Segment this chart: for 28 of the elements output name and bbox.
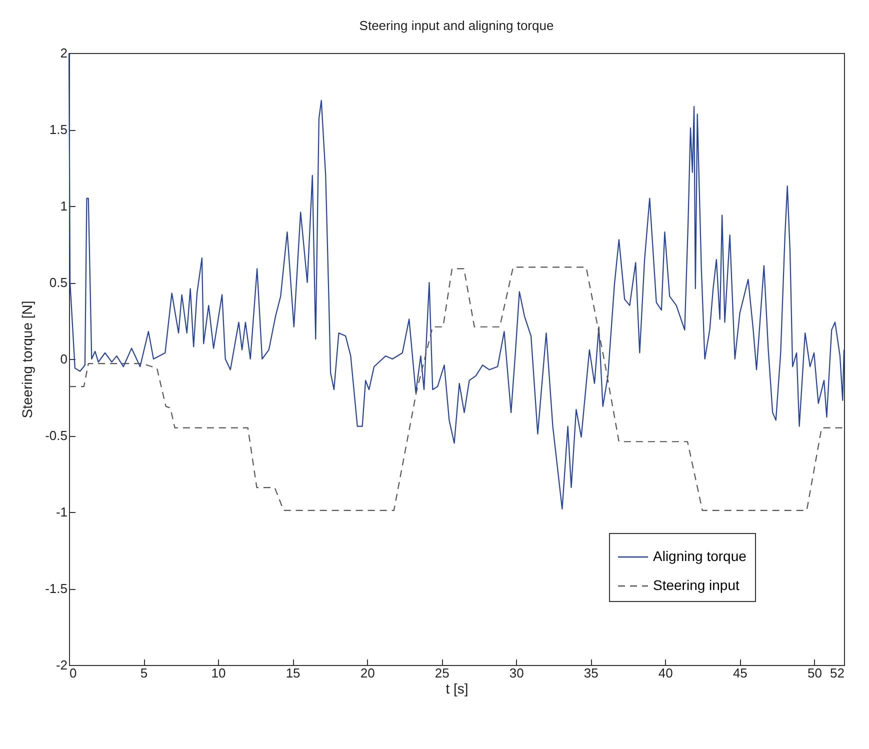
x-tick-label: 30 <box>509 666 524 680</box>
y-tick-label: -1 <box>56 504 68 520</box>
x-axis-title: t [s] <box>446 680 468 696</box>
x-tick-label: 45 <box>732 666 748 680</box>
x-tick-label: 20 <box>360 666 375 680</box>
x-tick-label: 25 <box>434 666 450 680</box>
y-tick-label: 2 <box>60 46 68 60</box>
legend-label: Aligning torque <box>653 548 747 564</box>
line-series <box>68 52 845 510</box>
chart-title: Steering input and aligning torque <box>359 18 554 33</box>
x-tick-label: 5 <box>140 666 148 680</box>
x-tick-label: 0 <box>70 666 77 680</box>
y-tick-label: -0.5 <box>45 428 68 443</box>
x-tick-label: 52 <box>830 666 844 680</box>
y-tick-label: -1.5 <box>45 581 68 596</box>
legend-label: Steering input <box>653 577 740 593</box>
y-tick-label: 1.5 <box>49 122 68 137</box>
x-tick-label: 40 <box>658 666 673 680</box>
line-series <box>68 266 845 512</box>
x-tick-label: 50 <box>807 666 822 680</box>
y-tick-label: 0.5 <box>49 275 68 290</box>
x-tick-label: 35 <box>584 666 598 680</box>
y-tick-label: 1 <box>60 198 68 214</box>
y-tick-label: 0 <box>60 352 68 366</box>
y-tick-label: -2 <box>56 658 68 672</box>
y-axis-title: Steering torque [N] <box>19 300 36 418</box>
x-tick-label: 15 <box>286 666 300 680</box>
x-tick-label: 10 <box>211 666 226 680</box>
